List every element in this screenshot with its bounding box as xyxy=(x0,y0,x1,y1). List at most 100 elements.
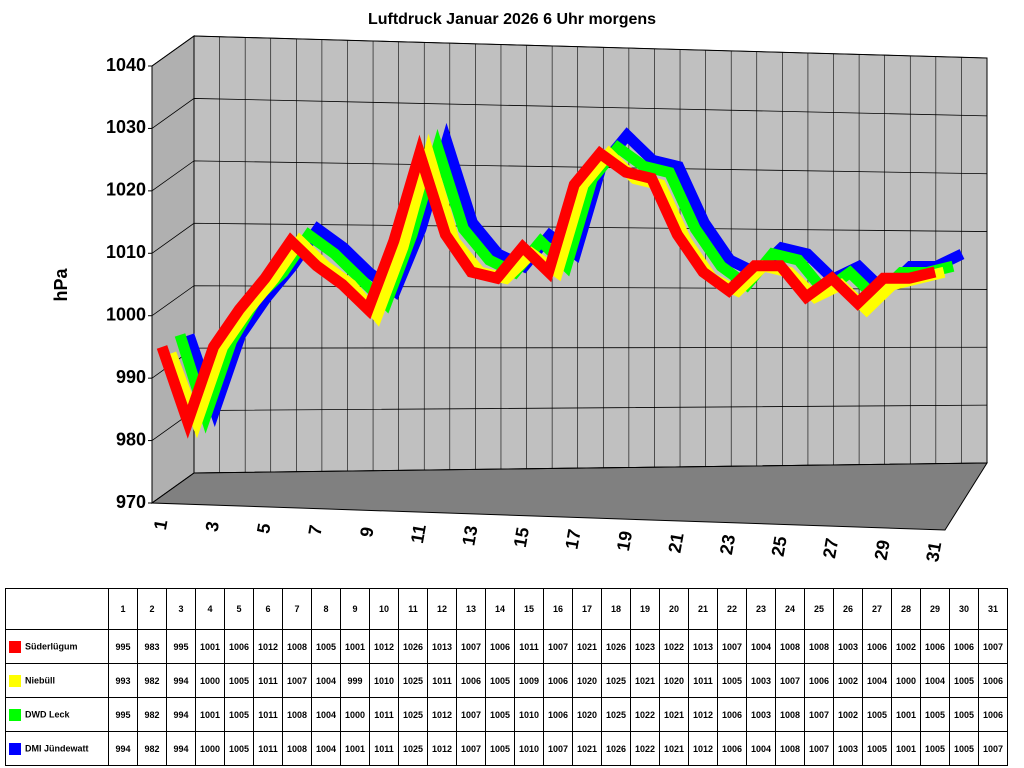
table-cell: 1013 xyxy=(688,629,718,664)
table-cell: 1001 xyxy=(891,731,921,766)
grid-line xyxy=(151,35,988,67)
table-cell: 1022 xyxy=(630,731,660,766)
table-cell: 994 xyxy=(108,731,138,766)
table-header-cell: 2 xyxy=(137,588,167,630)
table-header-cell: 19 xyxy=(630,588,660,630)
table-cell: 1010 xyxy=(514,731,544,766)
table-cell: 1026 xyxy=(601,731,631,766)
table-cell: 1001 xyxy=(891,697,921,732)
table-header-cell: 16 xyxy=(543,588,573,630)
table-cell: 1011 xyxy=(369,731,399,766)
legend-label: DWD Leck xyxy=(25,708,70,719)
table-cell: 1001 xyxy=(195,697,225,732)
table-cell: 994 xyxy=(166,731,196,766)
x-tick-label: 7 xyxy=(305,524,326,537)
table-cell: 1007 xyxy=(804,697,834,732)
table-cell: 1008 xyxy=(804,629,834,664)
table-header-cell: 24 xyxy=(775,588,805,630)
y-tick-label: 990 xyxy=(116,367,146,387)
table-cell: 1002 xyxy=(891,629,921,664)
legend-cell: DMI Jündewatt xyxy=(5,731,109,766)
x-tick-label: 23 xyxy=(716,533,739,556)
table-cell: 982 xyxy=(137,731,167,766)
table-cell: 1006 xyxy=(485,629,515,664)
table-cell: 1006 xyxy=(543,697,573,732)
chart: Luftdruck Januar 2026 6 Uhr morgens hPa … xyxy=(51,11,988,563)
x-tick-label: 9 xyxy=(356,525,377,538)
y-tick-label: 970 xyxy=(116,492,146,512)
table-cell: 1006 xyxy=(717,697,747,732)
table-cell: 1005 xyxy=(485,731,515,766)
table-cell: 1000 xyxy=(195,663,225,698)
x-tick-label: 3 xyxy=(202,520,223,533)
table-header-cell: 18 xyxy=(601,588,631,630)
table-row: DWD Leck 995 982 994 1001 1005 1011 1008 1004 100… xyxy=(5,697,1008,732)
table-header-cell: 10 xyxy=(369,588,399,630)
y-tick-label: 1000 xyxy=(106,304,146,324)
table-header-cell: 29 xyxy=(920,588,950,630)
grid-line xyxy=(151,222,988,254)
table-cell: 1000 xyxy=(340,697,370,732)
legend-label: Süderlügum xyxy=(25,640,78,651)
grid-line xyxy=(151,462,988,504)
table-cell: 1003 xyxy=(746,697,776,732)
x-tick-label: 17 xyxy=(561,528,584,551)
table-cell: 1003 xyxy=(746,663,776,698)
table-cell: 1005 xyxy=(485,697,515,732)
table-cell: 1007 xyxy=(543,629,573,664)
y-axis-label: hPa xyxy=(51,268,71,302)
table-cell: 1005 xyxy=(485,663,515,698)
table-cell: 1026 xyxy=(398,629,428,664)
legend-swatch xyxy=(9,742,21,755)
table-corner xyxy=(5,588,109,630)
table-cell: 1004 xyxy=(746,629,776,664)
table-cell: 1005 xyxy=(224,697,254,732)
table-cell: 995 xyxy=(108,697,138,732)
table-cell: 1005 xyxy=(224,731,254,766)
table-cell: 1006 xyxy=(456,663,486,698)
table-cell: 1005 xyxy=(949,697,979,732)
table-header-cell: 25 xyxy=(804,588,834,630)
table-cell: 1007 xyxy=(456,629,486,664)
legend-cell: DWD Leck xyxy=(5,697,109,732)
x-tick-label: 11 xyxy=(407,523,430,545)
table-header-cell: 28 xyxy=(891,588,921,630)
table-header-cell: 13 xyxy=(456,588,486,630)
data-table: 1 2 3 4 5 6 7 8 9 10 11 12 13 14 15 16 17 18 19 20 21 22 23 24 2… xyxy=(5,588,1008,766)
table-cell: 1003 xyxy=(833,629,863,664)
table-cell: 1011 xyxy=(688,663,718,698)
table-cell: 1021 xyxy=(572,731,602,766)
table-header-cell: 12 xyxy=(427,588,457,630)
table-cell: 1022 xyxy=(659,629,689,664)
legend-label: DMI Jündewatt xyxy=(25,742,89,753)
table-cell: 1006 xyxy=(949,629,979,664)
x-tick-label: 29 xyxy=(871,538,894,561)
table-cell: 1004 xyxy=(862,663,892,698)
table-cell: 1012 xyxy=(253,629,283,664)
table-header-cell: 17 xyxy=(572,588,602,630)
table-cell: 1006 xyxy=(804,663,834,698)
table-cell: 1006 xyxy=(543,663,573,698)
legend-cell: Süderlügum xyxy=(5,629,109,664)
table-header-cell: 1 xyxy=(108,588,138,630)
table-cell: 1003 xyxy=(833,731,863,766)
table-cell: 1012 xyxy=(688,731,718,766)
table-cell: 1007 xyxy=(978,731,1008,766)
table-cell: 1007 xyxy=(978,629,1008,664)
table-cell: 994 xyxy=(166,697,196,732)
x-tick-label: 13 xyxy=(458,524,481,547)
table-header-cell: 4 xyxy=(195,588,225,630)
x-tick-label: 1 xyxy=(150,518,171,531)
x-tick-label: 21 xyxy=(665,531,688,554)
table-cell: 1026 xyxy=(601,629,631,664)
table-header-cell: 20 xyxy=(659,588,689,630)
table-cell: 1006 xyxy=(717,731,747,766)
x-tick-label: 27 xyxy=(819,537,842,560)
table-cell: 1007 xyxy=(804,731,834,766)
table-cell: 1008 xyxy=(282,731,312,766)
table-cell: 995 xyxy=(108,629,138,664)
table-cell: 1011 xyxy=(514,629,544,664)
table-row: Niebüll 993 982 994 1000 1005 1011 1007 1004 999 1… xyxy=(5,663,1008,698)
y-tick-label: 1030 xyxy=(106,117,146,137)
